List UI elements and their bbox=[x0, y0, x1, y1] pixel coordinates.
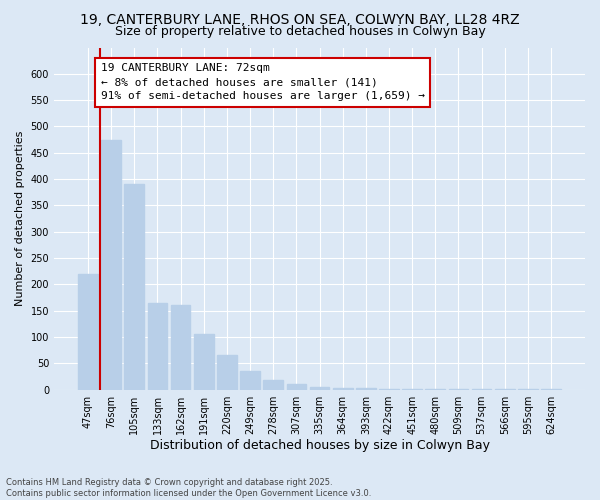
Text: 19, CANTERBURY LANE, RHOS ON SEA, COLWYN BAY, LL28 4RZ: 19, CANTERBURY LANE, RHOS ON SEA, COLWYN… bbox=[80, 12, 520, 26]
Bar bbox=[310, 387, 329, 390]
Text: Size of property relative to detached houses in Colwyn Bay: Size of property relative to detached ho… bbox=[115, 25, 485, 38]
Bar bbox=[449, 389, 468, 390]
Bar bbox=[472, 389, 491, 390]
Bar bbox=[379, 388, 399, 390]
Bar bbox=[356, 388, 376, 390]
Y-axis label: Number of detached properties: Number of detached properties bbox=[15, 131, 25, 306]
X-axis label: Distribution of detached houses by size in Colwyn Bay: Distribution of detached houses by size … bbox=[149, 440, 490, 452]
Bar bbox=[402, 388, 422, 390]
Bar bbox=[518, 389, 538, 390]
Text: 19 CANTERBURY LANE: 72sqm
← 8% of detached houses are smaller (141)
91% of semi-: 19 CANTERBURY LANE: 72sqm ← 8% of detach… bbox=[101, 64, 425, 102]
Bar bbox=[148, 303, 167, 390]
Bar bbox=[240, 372, 260, 390]
Bar bbox=[287, 384, 306, 390]
Text: Contains HM Land Registry data © Crown copyright and database right 2025.
Contai: Contains HM Land Registry data © Crown c… bbox=[6, 478, 371, 498]
Bar bbox=[217, 356, 237, 390]
Bar bbox=[194, 334, 214, 390]
Bar bbox=[124, 184, 144, 390]
Bar bbox=[171, 306, 190, 390]
Bar bbox=[541, 389, 561, 390]
Bar bbox=[101, 140, 121, 390]
Bar bbox=[263, 380, 283, 390]
Bar bbox=[78, 274, 98, 390]
Bar bbox=[425, 388, 445, 390]
Bar bbox=[333, 388, 353, 390]
Bar bbox=[495, 389, 515, 390]
